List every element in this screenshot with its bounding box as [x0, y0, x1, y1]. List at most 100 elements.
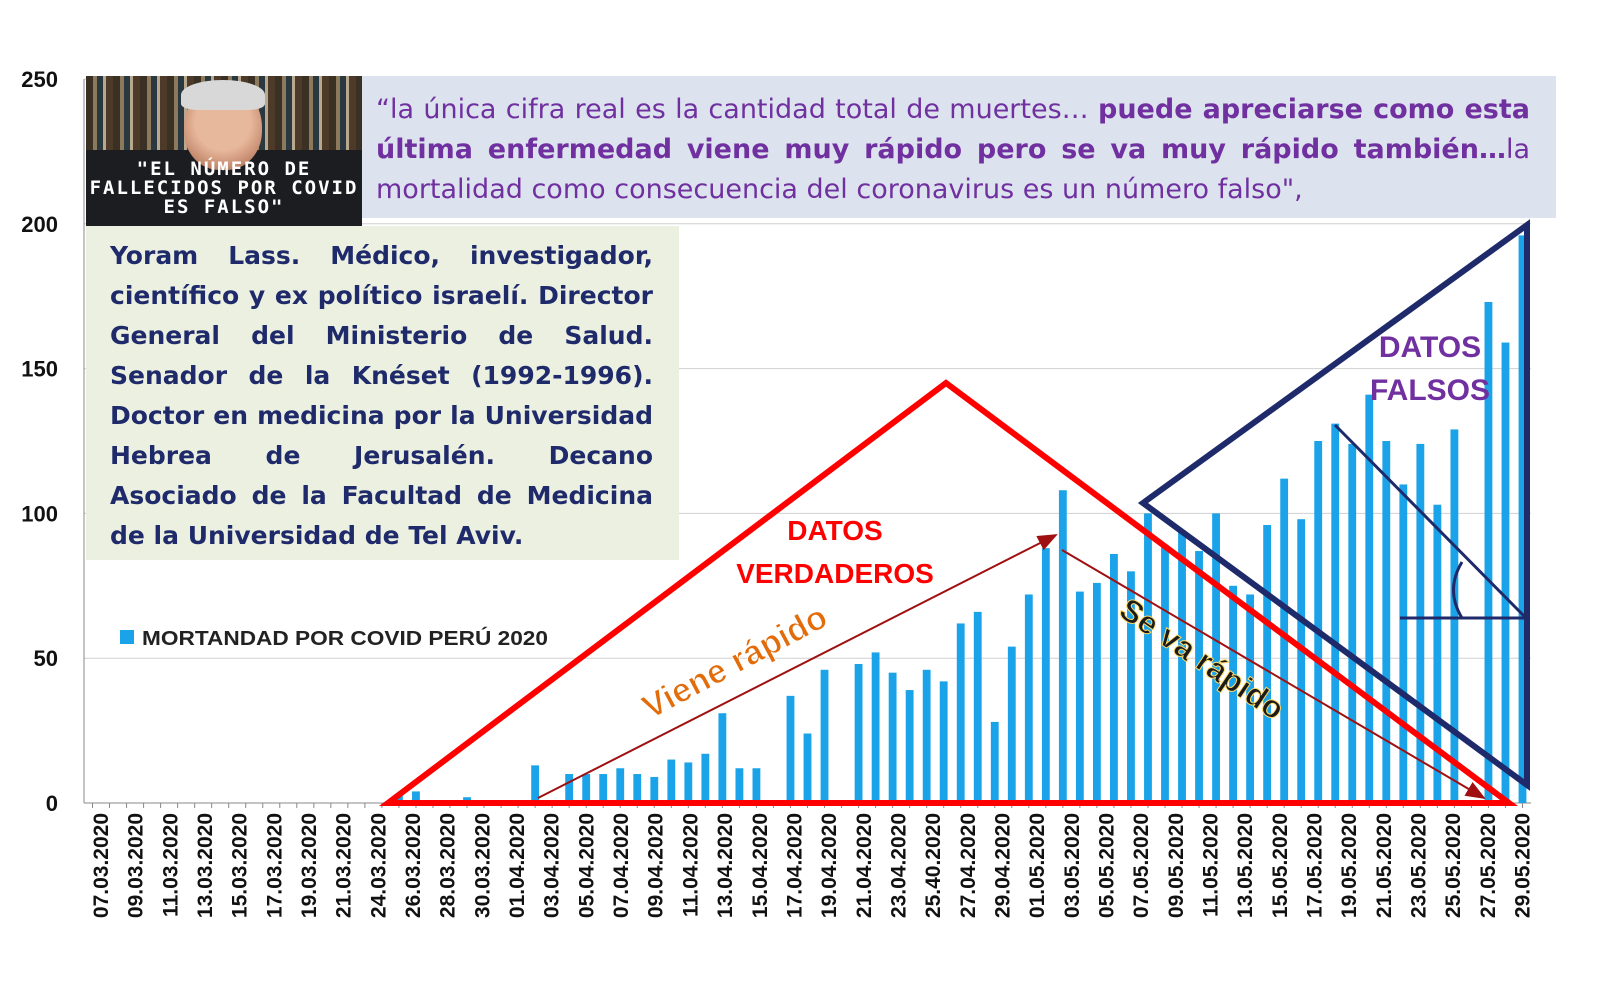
bar: [1058, 490, 1067, 803]
quote-text: “la única cifra real es la cantidad tota…: [376, 90, 1530, 210]
bio-text: Yoram Lass. Médico, investigador, cientí…: [110, 241, 653, 550]
x-tick-label: 19.03.2020: [298, 813, 321, 918]
y-tick-labels: 0 50 100 150 200 250: [21, 67, 58, 816]
x-tick-label: 17.05.2020: [1303, 813, 1326, 918]
quote-part1: “la única cifra real es la cantidad tota…: [376, 94, 1098, 125]
bar: [888, 672, 897, 803]
arrow-down: [1061, 549, 1486, 800]
portrait-photo: "EL NÚMERO DE FALLECIDOS POR COVID ES FA…: [86, 76, 362, 226]
bar: [1195, 551, 1203, 803]
y-tick-label: 200: [21, 212, 58, 237]
x-tick-label: 11.03.2020: [159, 813, 182, 917]
x-tick-label: 13.03.2020: [194, 813, 217, 918]
x-tick-label: 13.04.2020: [714, 813, 737, 918]
x-tick-label: 23.05.2020: [1407, 813, 1430, 918]
x-tick-label: 11.04.2020: [679, 813, 702, 917]
legend: MORTANDAD POR COVID PERÚ 2020: [120, 626, 548, 650]
bar: [1518, 235, 1527, 803]
x-tick-label: 29.04.2020: [991, 813, 1014, 918]
bar: [1144, 513, 1152, 803]
bar: [1263, 524, 1272, 803]
bar: [667, 759, 676, 803]
x-tick-label: 21.05.2020: [1373, 813, 1396, 918]
bar: [1450, 429, 1459, 803]
bio-box: Yoram Lass. Médico, investigador, cientí…: [86, 226, 679, 560]
bar: [599, 774, 608, 803]
x-tick-label: 25.40.2020: [922, 813, 945, 918]
bar: [616, 768, 625, 803]
datos-verdaderos-line2: VERDADEROS: [736, 558, 934, 589]
x-tick-label: 11.05.2020: [1199, 813, 1222, 917]
bar: [684, 762, 693, 803]
x-tick-labels: 07.03.2020 09.03.2020 11.03.2020 13.03.2020…: [90, 813, 1534, 918]
bar: [1501, 342, 1510, 803]
bar: [1246, 594, 1255, 803]
bar: [871, 652, 880, 803]
bar: [1297, 519, 1306, 803]
bar: [701, 753, 710, 803]
datos-falsos-line1: DATOS: [1379, 331, 1481, 364]
bar: [531, 765, 540, 803]
bar: [1041, 548, 1050, 803]
x-tick-label: 09.05.2020: [1165, 813, 1188, 918]
bar: [990, 721, 999, 803]
bar: [1348, 443, 1357, 803]
bar: [854, 663, 863, 803]
bar: [565, 774, 574, 803]
bar: [1092, 582, 1101, 803]
angle-line-diagonal: [1333, 423, 1527, 619]
bar: [1382, 441, 1391, 803]
bar: [718, 713, 727, 803]
x-tick-label: 01.05.2020: [1026, 813, 1049, 918]
overlay-shapes: [379, 219, 1530, 806]
x-tick-label: 03.05.2020: [1061, 813, 1084, 918]
x-tick-label: 24.03.2020: [367, 813, 390, 918]
bar: [1024, 594, 1033, 803]
y-tick-label: 50: [34, 646, 58, 671]
bar: [1161, 545, 1169, 803]
datos-verdaderos-line1: DATOS: [787, 515, 882, 546]
y-tick-label: 100: [21, 501, 58, 526]
bar: [1075, 591, 1084, 803]
y-tick-label: 150: [21, 357, 58, 382]
x-tick-label: 15.04.2020: [749, 813, 772, 918]
x-tick-label: 09.04.2020: [645, 813, 668, 918]
x-tick-label: 26.03.2020: [402, 813, 425, 918]
bar: [412, 791, 420, 803]
x-tick-label: 30.03.2020: [471, 813, 494, 918]
x-tick-label: 29.05.2020: [1511, 813, 1534, 918]
bar: [1007, 646, 1016, 803]
bar: [1416, 443, 1425, 803]
bar: [803, 733, 812, 803]
bar: [1433, 504, 1442, 803]
x-tick-label: 05.05.2020: [1095, 813, 1118, 918]
true-data-triangle: [379, 379, 1519, 806]
x-tick-label: 27.05.2020: [1477, 813, 1500, 918]
bar: [922, 669, 931, 803]
x-tick-label: 28.03.2020: [437, 813, 460, 918]
x-tick-label: 23.04.2020: [887, 813, 910, 918]
bar: [1399, 484, 1408, 803]
bar: [1212, 513, 1220, 803]
x-tick-label: 15.05.2020: [1269, 813, 1292, 918]
arrow-up: [537, 534, 1058, 799]
bar: [633, 774, 642, 803]
y-tick-label: 250: [21, 67, 58, 92]
bar: [1127, 571, 1135, 803]
bar: [735, 768, 744, 803]
bar: [395, 794, 403, 803]
x-tick-label: 21.03.2020: [333, 813, 356, 918]
x-tick-label: 07.04.2020: [610, 813, 633, 918]
photo-caption: "EL NÚMERO DE FALLECIDOS POR COVID ES FA…: [89, 158, 359, 218]
bar: [939, 681, 948, 803]
quote-part2: puede apreciarse como esta última enferm…: [376, 94, 1530, 165]
bar: [786, 695, 795, 803]
bar: [973, 611, 982, 803]
datos-falsos-line2: FALSOS: [1370, 374, 1490, 407]
quote-part3: la mortalidad como consecuencia del coro…: [376, 134, 1530, 205]
bar: [905, 690, 914, 803]
x-tick-label: 19.04.2020: [818, 813, 841, 918]
bar: [1331, 423, 1340, 803]
x-tick-label: 21.04.2020: [853, 813, 876, 918]
x-tick-label: 09.03.2020: [125, 813, 148, 918]
